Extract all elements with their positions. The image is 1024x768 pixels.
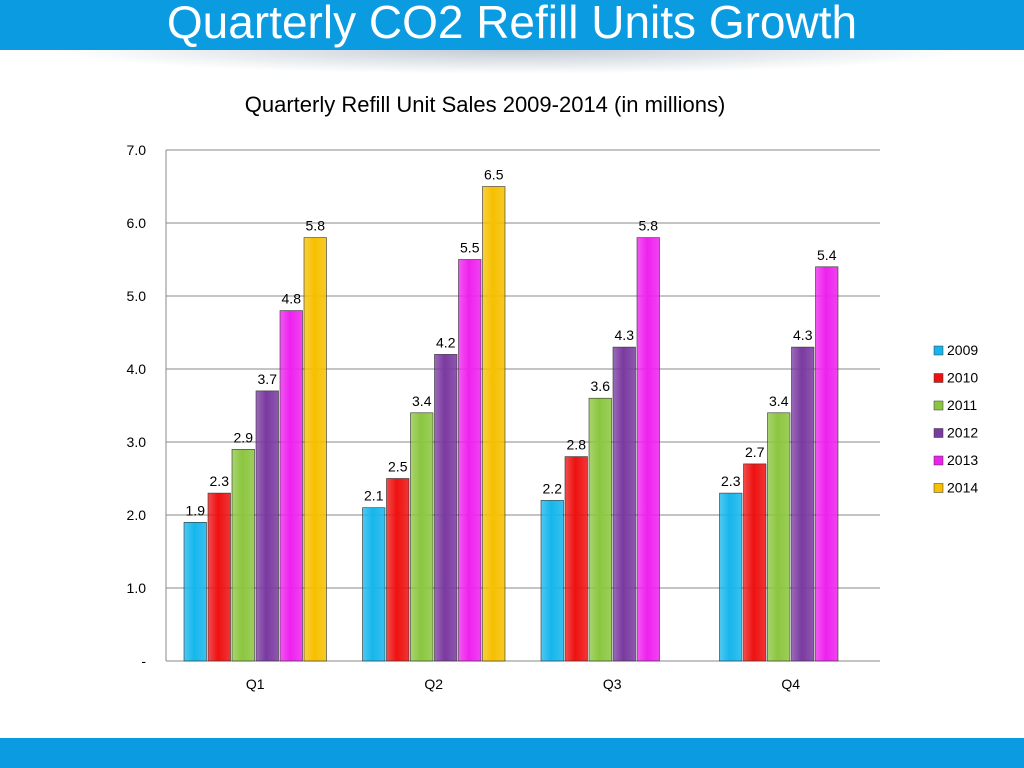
chart-bars: [183, 186, 839, 662]
footer-bar: [0, 738, 1024, 768]
y-tick-label: 3.0: [127, 434, 147, 450]
y-tick-label: 4.0: [127, 361, 147, 377]
data-label: 4.2: [436, 334, 456, 350]
legend-label: 2014: [947, 480, 978, 496]
bar-2013-Q1: [279, 310, 303, 662]
legend-swatch-2009: [933, 345, 944, 356]
bar-chart: Quarterly Refill Unit Sales 2009-2014 (i…: [127, 92, 979, 692]
data-label: 3.6: [591, 378, 611, 394]
bar-2012-Q3: [612, 346, 636, 662]
y-tick-label: 5.0: [127, 288, 147, 304]
x-tick-label: Q1: [246, 676, 265, 692]
bar-2013-Q4: [815, 266, 839, 662]
bar-2010-Q2: [386, 478, 410, 662]
bar-2011-Q4: [767, 412, 791, 662]
data-label: 3.4: [412, 393, 432, 409]
chart-data-labels: 1.92.32.93.74.85.82.12.53.44.25.56.52.22…: [186, 167, 837, 519]
legend-label: 2012: [947, 425, 978, 441]
legend-label: 2011: [947, 397, 977, 413]
bar-2009-Q2: [362, 507, 386, 662]
chart-title: Quarterly Refill Unit Sales 2009-2014 (i…: [245, 92, 726, 117]
legend-swatch-2012: [933, 428, 944, 438]
data-label: 4.8: [282, 291, 302, 307]
x-tick-label: Q4: [781, 676, 800, 692]
data-label: 4.3: [615, 327, 635, 343]
data-label: 3.7: [258, 371, 278, 387]
data-label: 6.5: [484, 167, 504, 183]
header-bar: [0, 0, 1024, 50]
bar-2009-Q1: [183, 521, 207, 662]
y-tick-label: 7.0: [127, 142, 147, 158]
data-label: 2.8: [567, 437, 587, 453]
legend-swatch-2014: [933, 483, 944, 493]
data-label: 2.5: [388, 459, 408, 475]
bar-2011-Q2: [410, 412, 434, 662]
data-label: 2.2: [543, 480, 563, 496]
legend-swatch-2013: [933, 455, 944, 466]
y-tick-label: -: [141, 653, 146, 669]
data-label: 2.3: [210, 473, 230, 489]
x-axis: Q1 Q2 Q3 Q4: [246, 676, 800, 692]
x-tick-label: Q2: [424, 676, 443, 692]
legend-swatch-2011: [933, 400, 944, 411]
legend-label: 2009: [947, 342, 978, 358]
data-label: 3.4: [769, 393, 789, 409]
bar-2011-Q1: [231, 448, 255, 662]
y-tick-label: 1.0: [127, 580, 147, 596]
data-label: 5.5: [460, 240, 480, 256]
bar-2010-Q1: [207, 492, 231, 662]
data-label: 5.8: [639, 218, 659, 234]
bar-2014-Q2: [482, 186, 506, 662]
y-tick-label: 2.0: [127, 507, 147, 523]
legend-label: 2010: [947, 370, 978, 386]
bar-2011-Q3: [588, 397, 612, 662]
bar-2012-Q1: [255, 390, 279, 662]
bar-2010-Q3: [564, 456, 588, 662]
bar-2009-Q4: [719, 492, 743, 662]
slide-title: Quarterly CO2 Refill Units Growth: [166, 0, 858, 48]
data-label: 2.9: [234, 429, 254, 445]
bar-2010-Q4: [743, 463, 767, 662]
header-shadow: [0, 50, 1024, 74]
bar-2014-Q1: [303, 237, 327, 662]
bar-2012-Q2: [434, 354, 458, 662]
data-label: 5.8: [306, 218, 326, 234]
data-label: 2.1: [364, 488, 384, 504]
data-label: 2.3: [721, 473, 741, 489]
x-tick-label: Q3: [603, 676, 622, 692]
bar-2013-Q2: [458, 259, 482, 662]
legend-swatch-2010: [933, 373, 944, 383]
y-tick-label: 6.0: [127, 215, 147, 231]
bar-2009-Q3: [540, 500, 564, 662]
legend-label: 2013: [947, 452, 978, 468]
data-label: 5.4: [817, 247, 837, 263]
y-axis: - 1.0 2.0 3.0 4.0 5.0 6.0 7.0: [127, 142, 167, 669]
bar-2013-Q3: [636, 237, 660, 662]
data-label: 4.3: [793, 327, 813, 343]
data-label: 2.7: [745, 444, 765, 460]
chart-legend: 2009 2010 2011 2012 2013 2014: [933, 342, 978, 496]
bar-2012-Q4: [791, 346, 815, 662]
data-label: 1.9: [186, 502, 206, 518]
